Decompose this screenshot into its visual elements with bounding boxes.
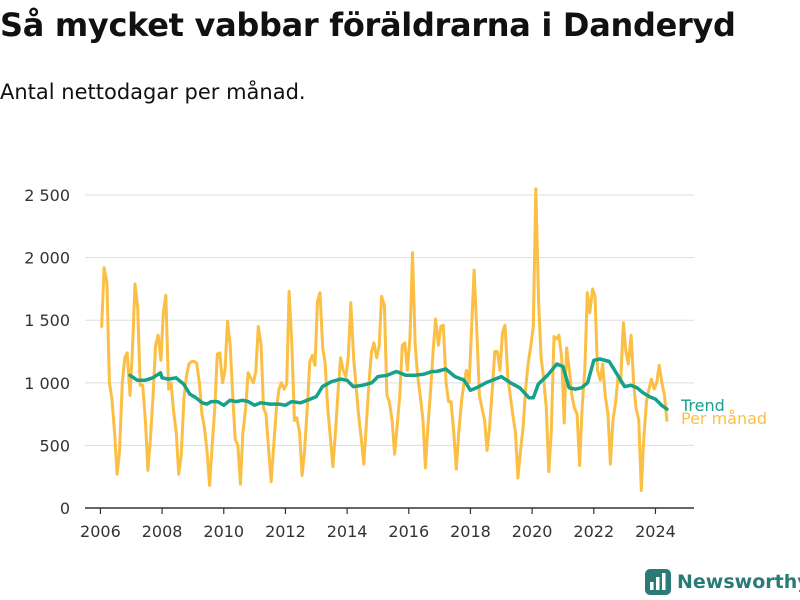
x-tick-label: 2006 [80, 522, 121, 541]
series-lines [100, 187, 669, 492]
y-tick-label: 2 500 [24, 186, 70, 205]
y-tick-label: 2 000 [24, 249, 70, 268]
brand-name: Newsworthy [677, 571, 800, 593]
x-tick-label: 2008 [142, 522, 183, 541]
legend-label-trend: Trend [680, 396, 725, 415]
page-title: Så mycket vabbar föräldrarna i Danderyd [0, 6, 736, 44]
series-line-trend [128, 357, 669, 411]
x-tick-label: 2016 [388, 522, 429, 541]
x-tick-label: 2022 [573, 522, 614, 541]
bar-chart-icon [645, 569, 671, 595]
x-axis: 2006 2008 2010 2012 2014 2016 2018 2020 2022 2024 [80, 507, 694, 541]
y-axis-ticks: 0 500 1 000 1 500 2 000 2 500 [24, 186, 70, 518]
newsworthy-logo[interactable]: Newsworthy [645, 569, 800, 595]
page-subtitle: Antal nettodagar per månad. [0, 80, 306, 104]
x-tick-label: 2010 [203, 522, 244, 541]
series-line-per-månad [100, 187, 669, 492]
x-tick-label: 2024 [635, 522, 676, 541]
x-tick-label: 2012 [265, 522, 306, 541]
x-tick-label: 2020 [512, 522, 553, 541]
x-tick-label: 2014 [327, 522, 368, 541]
y-tick-label: 0 [60, 499, 70, 518]
y-tick-label: 1 500 [24, 311, 70, 330]
legend-label-per-manad: Per månad [681, 409, 767, 428]
y-tick-label: 500 [39, 436, 70, 455]
y-tick-label: 1 000 [24, 374, 70, 393]
x-tick-label: 2018 [450, 522, 491, 541]
gridlines [85, 194, 694, 446]
